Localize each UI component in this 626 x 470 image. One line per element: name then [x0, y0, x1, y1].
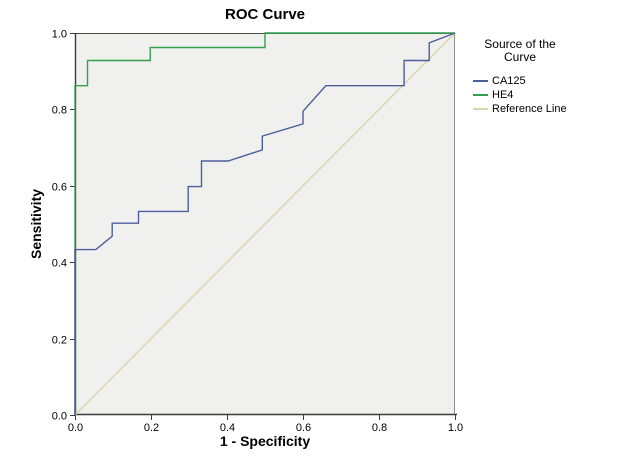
legend: Source of the Curve CA125 HE4 Reference … — [471, 38, 623, 116]
legend-title: Source of the Curve — [471, 38, 569, 64]
y-tick-label: 0.8 — [52, 105, 67, 117]
legend-item-reference-line: Reference Line — [471, 102, 623, 115]
legend-label-reference-line: Reference Line — [492, 102, 567, 115]
legend-swatch-reference-line-icon — [473, 107, 488, 110]
legend-swatch-ca125-line-icon — [473, 79, 488, 82]
legend-swatch-he4-line-icon — [473, 93, 488, 96]
x-axis-label: 1 - Specificity — [219, 433, 311, 449]
x-tick-label: 1.0 — [448, 422, 463, 434]
series-line-reference-line — [74, 32, 456, 416]
series-line-he4 — [74, 32, 455, 415]
y-tick-label: 0.0 — [52, 411, 67, 423]
chart-title: ROC Curve — [224, 6, 306, 23]
legend-item-ca125: CA125 — [471, 74, 623, 87]
x-tick-label: 0.6 — [296, 422, 311, 434]
legend-title-line-2: Curve — [503, 50, 536, 64]
x-tick-label: 0.0 — [68, 422, 83, 434]
legend-title-line-1: Source of the — [484, 37, 556, 51]
legend-label-ca125: CA125 — [492, 74, 526, 87]
x-tick-label: 0.4 — [220, 422, 235, 434]
legend-items: CA125 HE4 Reference Line — [471, 74, 623, 115]
legend-item-he4: HE4 — [471, 88, 623, 101]
y-tick-label: 0.4 — [52, 258, 67, 270]
y-tick-label: 0.6 — [52, 182, 67, 194]
y-tick-label: 1.0 — [52, 29, 67, 41]
x-tick-label: 0.8 — [372, 422, 387, 434]
y-axis-label: Sensitivity — [28, 188, 44, 260]
legend-label-he4: HE4 — [492, 88, 514, 101]
x-tick-label: 0.2 — [144, 422, 159, 434]
series-line-ca125 — [74, 32, 456, 415]
y-tick-label: 0.2 — [52, 335, 67, 347]
